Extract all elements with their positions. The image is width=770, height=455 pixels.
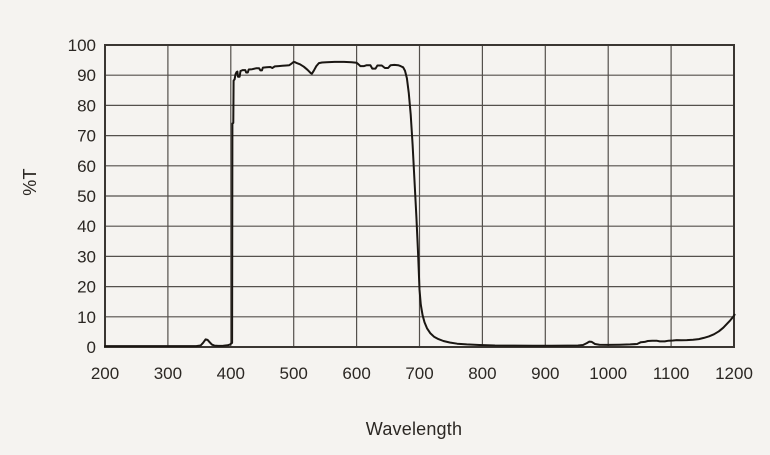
x-tick-label: 800 (468, 364, 496, 383)
x-tick-label: 1000 (589, 364, 627, 383)
x-tick-label: 900 (531, 364, 559, 383)
y-tick-label: 100 (68, 36, 96, 55)
plot-border (104, 44, 735, 348)
y-tick-label: 10 (77, 308, 96, 327)
y-tick-label: 80 (77, 96, 96, 115)
y-tick-label: 60 (77, 157, 96, 176)
x-tick-label: 300 (154, 364, 182, 383)
y-tick-label: 30 (77, 247, 96, 266)
transmission-curve (104, 60, 736, 348)
y-tick-label: 70 (77, 127, 96, 146)
y-tick-label: 40 (77, 217, 96, 236)
x-tick-label: 600 (342, 364, 370, 383)
x-tick-label: 1100 (653, 364, 690, 383)
y-tick-label: 20 (77, 278, 96, 297)
x-axis-title: Wavelength (365, 419, 463, 439)
x-tick-label: 200 (91, 364, 119, 383)
y-tick-label: 90 (77, 66, 96, 85)
x-tick-label: 400 (217, 364, 245, 383)
y-axis-title: %T (19, 168, 40, 196)
y-tick-label: 0 (87, 338, 96, 357)
x-tick-label: 700 (405, 364, 433, 383)
x-tick-label: 500 (280, 364, 308, 383)
x-tick-label: 1200 (715, 364, 753, 383)
y-tick-label: 50 (77, 187, 96, 206)
